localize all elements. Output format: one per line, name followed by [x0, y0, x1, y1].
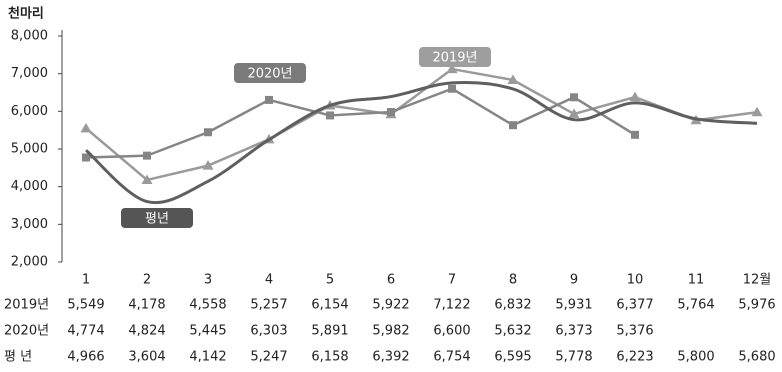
table-value: 4,774	[67, 324, 104, 339]
series-tag: 평년	[121, 208, 193, 228]
series-tag-label: 2020년	[247, 67, 292, 82]
series-tag-label: 평년	[145, 212, 169, 227]
series-tag: 2019년	[419, 47, 491, 67]
x-tick-label: 4	[265, 273, 273, 288]
y-tick-label: 6,000	[11, 104, 48, 119]
row-label: 2019년	[4, 298, 49, 313]
table-value: 4,824	[128, 324, 165, 339]
marker	[143, 151, 151, 160]
row-label: 2020년	[4, 324, 49, 339]
table-value: 7,122	[433, 298, 470, 313]
marker	[448, 84, 456, 93]
series-tag-box	[419, 47, 491, 67]
x-tick-label: 10	[627, 273, 644, 288]
marker	[446, 63, 458, 74]
marker	[509, 121, 517, 130]
table-value: 4,558	[189, 298, 226, 313]
marker	[751, 106, 763, 117]
table-value: 5,376	[616, 324, 653, 339]
table-value: 5,764	[677, 298, 714, 313]
table-value: 6,223	[616, 350, 653, 365]
marker	[82, 153, 90, 162]
series-tag-box	[121, 208, 193, 228]
marker	[631, 130, 639, 139]
table-value: 6,154	[311, 298, 348, 313]
table-value: 4,142	[189, 350, 226, 365]
table-value: 6,373	[555, 324, 592, 339]
y-tick-label: 7,000	[11, 66, 48, 81]
marker	[141, 174, 153, 184]
table-value: 5,800	[677, 350, 714, 365]
table-value: 5,247	[250, 350, 287, 365]
x-tick-label: 11	[688, 273, 705, 288]
x-tick-label: 2	[143, 273, 151, 288]
table-value: 5,445	[189, 324, 226, 339]
table-value: 6,832	[494, 298, 531, 313]
x-tick-label: 8	[509, 273, 517, 288]
table-value: 5,976	[738, 298, 775, 313]
series-line	[85, 80, 758, 205]
y-tick-label: 5,000	[11, 142, 48, 157]
table-value: 6,392	[372, 350, 409, 365]
marker	[629, 91, 641, 102]
series-tag-box	[234, 63, 306, 83]
table-value: 4,178	[128, 298, 165, 313]
y-tick-label: 8,000	[11, 29, 48, 44]
x-tick-label: 7	[448, 273, 456, 288]
table-value: 5,922	[372, 298, 409, 313]
table-value: 6,158	[311, 350, 348, 365]
x-tick-label: 9	[570, 273, 578, 288]
x-tick-label: 5	[326, 273, 334, 288]
series-tag: 2020년	[234, 63, 306, 83]
marker	[265, 95, 273, 104]
marker	[202, 160, 214, 170]
table-value: 5,632	[494, 324, 531, 339]
y-tick-label: 2,000	[11, 255, 48, 270]
table-value: 5,680	[738, 350, 775, 365]
marker	[80, 122, 92, 133]
row-label: 평 년	[4, 350, 32, 365]
table-value: 5,257	[250, 298, 287, 313]
table-value: 6,303	[250, 324, 287, 339]
marker	[568, 108, 580, 118]
table-value: 4,966	[67, 350, 104, 365]
y-tick-label: 3,000	[11, 217, 48, 232]
table-value: 6,377	[616, 298, 653, 313]
x-tick-label: 6	[387, 273, 395, 288]
x-tick-label: 1	[82, 273, 90, 288]
table-value: 5,891	[311, 324, 348, 339]
unit-label: 천마리	[8, 6, 44, 22]
x-tick-label: 12월	[743, 273, 772, 288]
table-value: 3,604	[128, 350, 165, 365]
series-tag-label: 2019년	[432, 51, 477, 66]
marker	[507, 74, 519, 84]
table-value: 5,778	[555, 350, 592, 365]
marker	[387, 108, 395, 117]
marker	[326, 111, 334, 120]
table-value: 5,549	[67, 298, 104, 313]
series-line	[85, 67, 758, 182]
table-value: 6,754	[433, 350, 470, 365]
marker	[570, 93, 578, 102]
series-line	[85, 87, 636, 159]
x-tick-label: 3	[204, 273, 212, 288]
table-value: 5,931	[555, 298, 592, 313]
y-tick-label: 4,000	[11, 179, 48, 194]
table-value: 6,595	[494, 350, 531, 365]
table-value: 5,982	[372, 324, 409, 339]
table-value: 6,600	[433, 324, 470, 339]
marker	[204, 128, 212, 137]
